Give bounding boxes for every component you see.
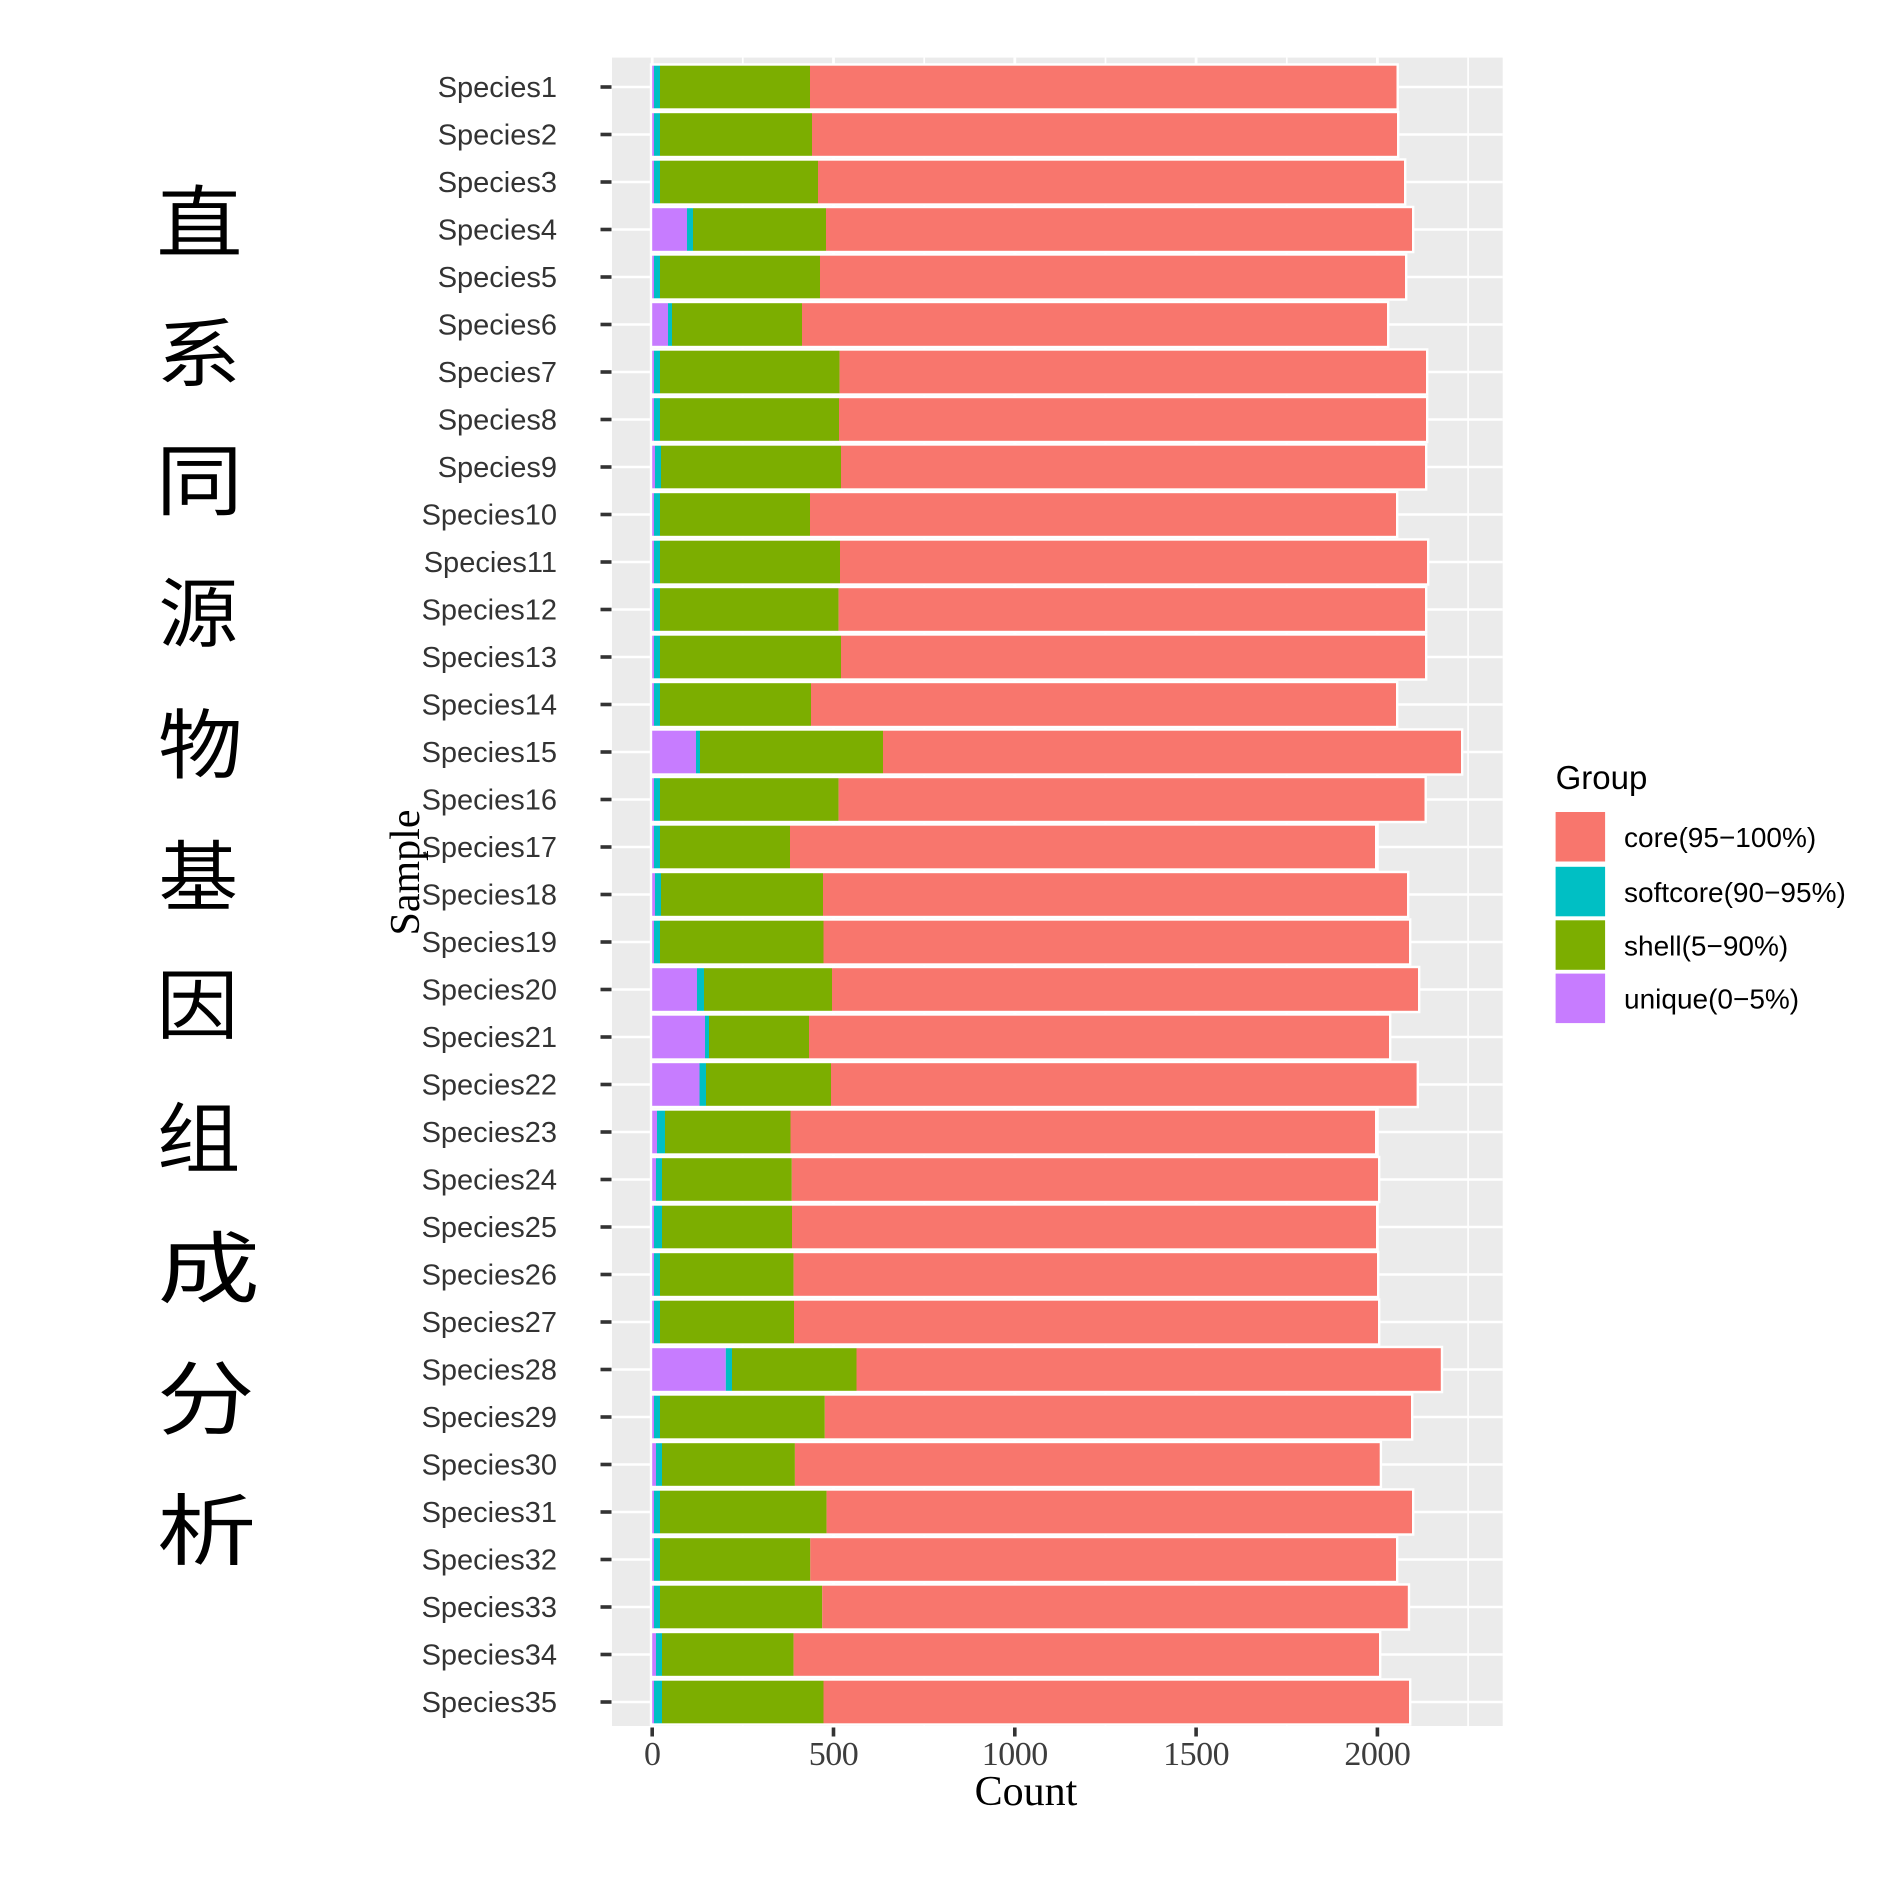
svg-text:shell(5−90%): shell(5−90%)	[1624, 930, 1788, 961]
svg-text:Species9: Species9	[438, 452, 557, 484]
svg-text:500: 500	[809, 1736, 859, 1773]
svg-text:Species21: Species21	[422, 1022, 557, 1054]
svg-text:Species1: Species1	[438, 72, 557, 104]
svg-text:Species15: Species15	[422, 737, 557, 769]
svg-text:Species29: Species29	[422, 1402, 557, 1434]
svg-text:Species6: Species6	[438, 310, 557, 342]
svg-text:unique(0−5%): unique(0−5%)	[1624, 984, 1799, 1015]
svg-text:Species23: Species23	[422, 1117, 557, 1149]
svg-text:Species33: Species33	[422, 1592, 557, 1624]
svg-text:Species5: Species5	[438, 262, 557, 294]
svg-text:Group: Group	[1556, 759, 1648, 796]
svg-text:Species14: Species14	[422, 690, 557, 722]
svg-text:Species27: Species27	[422, 1307, 557, 1339]
svg-text:Species17: Species17	[422, 832, 557, 864]
svg-text:Species19: Species19	[422, 927, 557, 959]
svg-text:Species26: Species26	[422, 1260, 557, 1292]
svg-text:Species35: Species35	[422, 1687, 557, 1719]
svg-text:Count: Count	[975, 1769, 1078, 1815]
svg-text:Species25: Species25	[422, 1212, 557, 1244]
svg-text:Species4: Species4	[438, 215, 557, 247]
svg-text:1000: 1000	[982, 1736, 1048, 1773]
svg-text:Species12: Species12	[422, 595, 557, 627]
svg-text:Species2: Species2	[438, 120, 557, 152]
svg-text:0: 0	[644, 1736, 661, 1773]
svg-text:Species28: Species28	[422, 1355, 557, 1387]
svg-text:Species22: Species22	[422, 1070, 557, 1102]
svg-text:Species24: Species24	[422, 1165, 557, 1197]
svg-text:Species32: Species32	[422, 1545, 557, 1577]
svg-text:Species11: Species11	[424, 547, 557, 579]
svg-text:Sample: Sample	[383, 810, 429, 936]
svg-text:Species8: Species8	[438, 405, 557, 437]
svg-text:core(95−100%): core(95−100%)	[1624, 822, 1816, 853]
svg-text:1500: 1500	[1163, 1736, 1229, 1773]
svg-text:Species13: Species13	[422, 642, 557, 674]
svg-text:Species10: Species10	[422, 500, 557, 532]
svg-text:Species31: Species31	[422, 1497, 557, 1529]
svg-text:Species18: Species18	[422, 880, 557, 912]
svg-text:softcore(90−95%): softcore(90−95%)	[1624, 877, 1846, 908]
svg-text:Species30: Species30	[422, 1450, 557, 1482]
svg-text:Species3: Species3	[438, 167, 557, 199]
svg-text:2000: 2000	[1344, 1736, 1410, 1773]
svg-text:Species20: Species20	[422, 975, 557, 1007]
svg-text:Species7: Species7	[438, 357, 557, 389]
svg-text:Species34: Species34	[422, 1640, 557, 1672]
svg-text:Species16: Species16	[422, 785, 557, 817]
